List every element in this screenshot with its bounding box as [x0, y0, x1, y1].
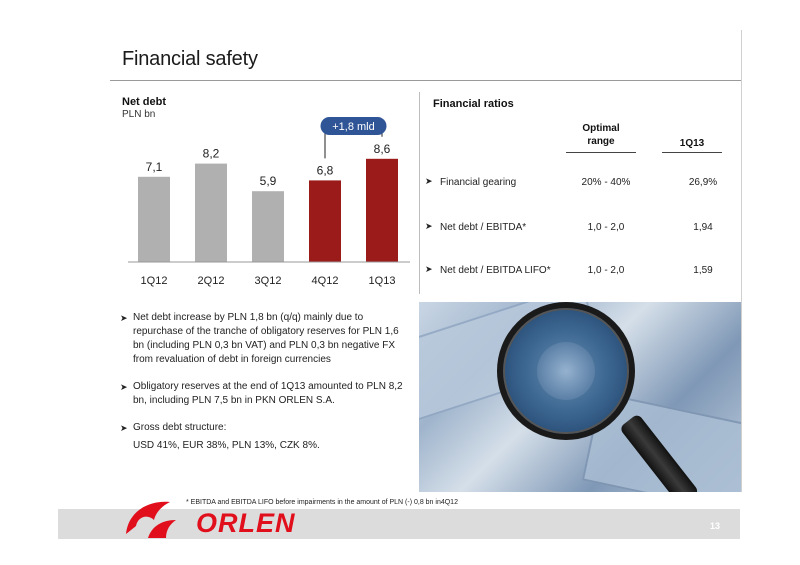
category-label: 1Q13: [369, 275, 396, 287]
bar-1Q12: [138, 176, 170, 262]
bullet-item: ➤ Obligatory reserves at the end of 1Q13…: [120, 380, 410, 408]
ratio-value: 26,9%: [688, 177, 718, 188]
change-callout: +1,8 mld: [320, 117, 387, 159]
arrow-bullet-icon: ➤: [120, 382, 128, 392]
bullet-item: ➤ Gross debt structure: USD 41%, EUR 38%…: [120, 421, 410, 453]
bullet-item: ➤ Net debt increase by PLN 1,8 bn (q/q) …: [120, 311, 410, 367]
footnote: * EBITDA and EBITDA LIFO before impairme…: [186, 499, 458, 506]
bar-2Q12: [195, 163, 227, 262]
bullet-text: Gross debt structure:: [133, 422, 227, 433]
arrow-bullet-icon: ➤: [425, 176, 433, 186]
bullet-text: Obligatory reserves at the end of 1Q13 a…: [133, 381, 403, 406]
footer-band: [58, 509, 740, 539]
callout-pill: [320, 117, 387, 135]
optimal-range-header: Optimal range: [566, 122, 636, 148]
optimal-range-header-line2: range: [587, 136, 615, 147]
category-label: 4Q12: [312, 275, 339, 287]
bar-value-label: 6,8: [317, 163, 334, 177]
net-debt-chart: 7,1 1Q12 8,2 2Q12 5,9 3Q12 6,8 4Q12 8,6 1Q13 +1,8 …: [128, 117, 410, 287]
bullet-subtext: USD 41%, EUR 38%, PLN 13%, CZK 8%.: [133, 440, 320, 451]
title-divider: [110, 80, 742, 81]
ratio-label: Net debt / EBITDA LIFO*: [440, 265, 551, 276]
bullet-list: ➤ Net debt increase by PLN 1,8 bn (q/q) …: [120, 311, 410, 466]
category-label: 3Q12: [255, 275, 282, 287]
orlen-logo-text: ORLEN: [196, 508, 296, 538]
ratio-value: 1,94: [693, 222, 713, 233]
bar-3Q12: [252, 191, 284, 262]
ratios-title: Financial ratios: [433, 98, 514, 110]
magnifying-glass-lens: [497, 302, 635, 440]
page-title: Financial safety: [122, 48, 258, 70]
bar-4Q12: [309, 180, 341, 262]
arrow-bullet-icon: ➤: [425, 221, 433, 231]
eagle-emblem-shape: [537, 342, 595, 400]
arrow-bullet-icon: ➤: [120, 313, 128, 323]
callout-text: +1,8 mld: [332, 121, 375, 133]
ratio-optimal: 20% - 40%: [581, 177, 631, 188]
ratio-row-net-debt-ebitda-lifo: ➤ Net debt / EBITDA LIFO* 1,0 - 2,0 1,59: [425, 264, 735, 280]
optimal-range-header-line1: Optimal: [582, 123, 620, 134]
arrow-bullet-icon: ➤: [120, 423, 128, 433]
page-number: 13: [710, 521, 721, 531]
ratio-optimal: 1,0 - 2,0: [587, 222, 625, 233]
ratio-optimal: 1,0 - 2,0: [587, 265, 625, 276]
bar-1Q13: [366, 158, 398, 262]
ratio-row-net-debt-ebitda: ➤ Net debt / EBITDA* 1,0 - 2,0 1,94: [425, 221, 735, 237]
orlen-eagle-logo-icon: [126, 501, 176, 538]
period-header: 1Q13: [679, 138, 705, 149]
category-label: 1Q12: [141, 275, 168, 287]
ratio-label: Net debt / EBITDA*: [440, 222, 527, 233]
bar-value-label: 8,6: [374, 142, 391, 156]
section-divider: [419, 92, 420, 294]
bar-value-label: 8,2: [203, 147, 220, 161]
magnifier-banknote-photo: [419, 302, 741, 492]
bar-value-label: 7,1: [146, 160, 163, 174]
net-debt-unit: PLN bn: [122, 109, 156, 120]
optimal-header-underline: [566, 152, 636, 153]
net-debt-title: Net debt: [122, 96, 166, 108]
ratio-row-gearing: ➤ Financial gearing 20% - 40% 26,9%: [425, 176, 735, 192]
ratio-label: Financial gearing: [440, 177, 517, 188]
right-edge-line: [741, 30, 742, 492]
category-label: 2Q12: [198, 275, 225, 287]
arrow-bullet-icon: ➤: [425, 264, 433, 274]
period-header-underline: [662, 152, 722, 153]
bar-value-label: 5,9: [260, 174, 277, 188]
ratio-value: 1,59: [693, 265, 713, 276]
bullet-text: Net debt increase by PLN 1,8 bn (q/q) ma…: [133, 312, 399, 365]
